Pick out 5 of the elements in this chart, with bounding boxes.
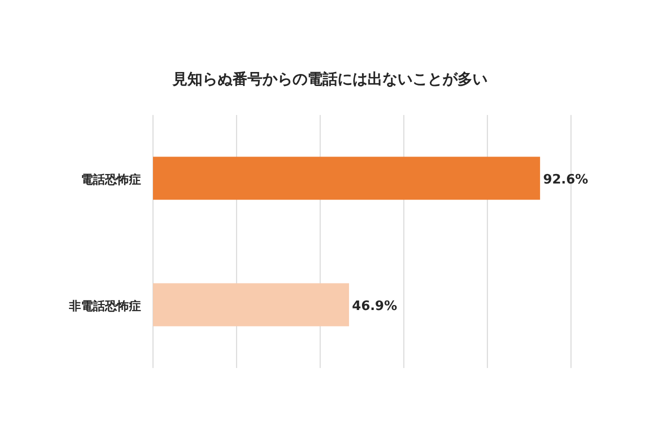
data-label: 92.6% [543,172,588,188]
y-tick-label: 電話恐怖症 [81,172,141,186]
y-tick-label: 非電話恐怖症 [68,298,141,313]
chart-title: 見知らぬ番号からの電話には出ないことが多い [172,70,488,88]
data-label: 46.9% [352,298,398,314]
